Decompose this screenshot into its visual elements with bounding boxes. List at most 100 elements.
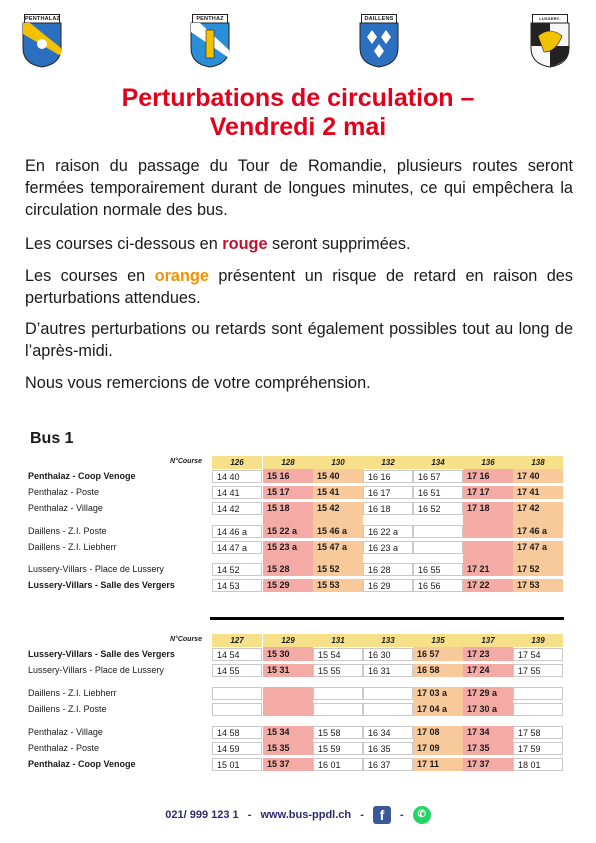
table-separator: [210, 617, 564, 620]
whatsapp-icon[interactable]: ✆: [412, 806, 431, 824]
outbound-time-cell: 14 52: [212, 563, 262, 576]
outbound-time-cell: 15 42: [313, 502, 363, 515]
stop-name: Daillens - Z.I. Liebherr: [28, 542, 117, 552]
column-fill: [263, 469, 313, 470]
return-time-cell: 14 59: [212, 742, 262, 755]
stop-name: Penthalaz - Poste: [28, 743, 100, 753]
return-time-cell: [513, 687, 563, 700]
stop-name: Penthalaz - Village: [28, 727, 103, 737]
column-fill: [263, 700, 313, 703]
course-header-130: 130: [313, 456, 363, 469]
return-time-cell: 15 59: [313, 742, 363, 755]
return-time-cell: 17 55: [513, 664, 563, 677]
footer: 021/ 999 123 1 - www.bus-ppdl.ch - f - ✆: [0, 806, 596, 824]
course-header-134: 134: [413, 456, 463, 469]
return-time-cell: 16 58: [413, 664, 463, 677]
column-fill: [313, 554, 363, 563]
column-fill: [413, 700, 463, 703]
outbound-time-cell: 16 28: [363, 563, 413, 576]
outbound-time-cell: 17 42: [513, 502, 563, 515]
return-time-cell: 18 01: [513, 758, 563, 771]
return-time-cell: 17 35: [463, 742, 513, 755]
return-time-cell: 15 58: [313, 726, 363, 739]
course-header-127: 127: [212, 634, 262, 647]
outbound-time-cell: 15 29: [263, 579, 313, 592]
page-title: Perturbations de circulation – Vendredi …: [0, 84, 596, 142]
outbound-time-cell: 16 18: [363, 502, 413, 515]
return-time-cell: 17 08: [413, 726, 463, 739]
column-fill: [413, 739, 463, 742]
return-time-cell: 17 24: [463, 664, 513, 677]
footer-phone[interactable]: 021/ 999 123 1: [165, 809, 239, 821]
return-time-cell: 17 58: [513, 726, 563, 739]
stop-name: Daillens - Z.I. Liebherr: [28, 688, 117, 698]
paragraph-other-delays: D’autres perturbations ou retards sont é…: [25, 320, 573, 360]
footer-separator: -: [360, 809, 364, 821]
paragraph-thanks: Nous vous remercions de votre compréhens…: [25, 374, 371, 392]
return-time-cell: 16 37: [363, 758, 413, 771]
lussery-crest-icon: [530, 22, 570, 68]
paragraph-intro: En raison du passage du Tour de Romandie…: [25, 157, 573, 219]
footer-separator: -: [247, 809, 252, 821]
outbound-time-cell: 14 41: [212, 486, 262, 499]
column-fill: [263, 739, 313, 742]
outbound-time-cell: 15 41: [313, 486, 363, 499]
facebook-icon[interactable]: f: [372, 806, 391, 824]
text-segment: présentent un risque de retard en raison…: [25, 267, 573, 307]
stop-name: Penthalaz - Village: [28, 503, 103, 513]
column-fill: [463, 739, 513, 742]
stop-name: Lussery-Villars - Salle des Vergers: [28, 580, 175, 590]
return-time-cell: 15 54: [313, 648, 363, 661]
outbound-time-cell: 16 55: [413, 563, 463, 576]
outbound-time-cell: 16 29: [363, 579, 413, 592]
outbound-time-cell: 16 17: [363, 486, 413, 499]
outbound-time-cell: 15 28: [263, 563, 313, 576]
outbound-time-cell: 17 53: [513, 579, 563, 592]
crest-penthaz: PENTHAZ: [188, 14, 232, 70]
column-fill: [463, 515, 513, 525]
return-time-cell: 16 01: [313, 758, 363, 771]
text-segment: Les courses ci-dessous en: [25, 235, 223, 253]
return-time-cell: 17 59: [513, 742, 563, 755]
column-fill: [513, 469, 563, 470]
footer-separator: -: [399, 809, 404, 821]
return-time-cell: [313, 703, 363, 716]
course-header-139: 139: [513, 634, 563, 647]
outbound-time-cell: 17 18: [463, 502, 513, 515]
return-time-cell: 17 54: [513, 648, 563, 661]
column-fill: [413, 647, 463, 648]
return-time-cell: 15 31: [263, 664, 313, 677]
text-segment: Les courses en: [25, 267, 155, 285]
return-time-cell: 17 11: [413, 758, 463, 771]
daillens-crest-icon: [359, 22, 399, 68]
return-time-cell: 15 37: [263, 758, 313, 771]
orange-keyword: orange: [154, 267, 209, 285]
return-time-cell: 15 01: [212, 758, 262, 771]
return-time-cell: 14 54: [212, 648, 262, 661]
stop-name: Penthalaz - Coop Venoge: [28, 471, 136, 481]
outbound-time-cell: 17 40: [513, 470, 563, 483]
outbound-time-cell: 17 47 a: [513, 541, 563, 554]
outbound-time-cell: 16 57: [413, 470, 463, 483]
outbound-time-cell: 14 46 a: [212, 525, 262, 538]
return-time-cell: 17 04 a: [413, 703, 463, 716]
return-time-cell: 17 29 a: [463, 687, 513, 700]
crest-penthalaz: PENTHALAZ: [20, 14, 64, 70]
outbound-time-cell: [463, 525, 513, 538]
text-segment: seront supprimées.: [267, 235, 411, 253]
outbound-time-cell: 15 18: [263, 502, 313, 515]
outbound-time-cell: 15 53: [313, 579, 363, 592]
column-fill: [513, 515, 563, 525]
outbound-time-cell: 16 23 a: [363, 541, 413, 554]
outbound-time-cell: 15 16: [263, 470, 313, 483]
stop-name: Daillens - Z.I. Poste: [28, 704, 107, 714]
title-line-2: Vendredi 2 mai: [209, 113, 387, 141]
outbound-time-cell: 14 53: [212, 579, 262, 592]
return-time-cell: 17 30 a: [463, 703, 513, 716]
footer-website[interactable]: www.bus-ppdl.ch: [260, 809, 352, 821]
course-header-129: 129: [263, 634, 313, 647]
stop-name: Lussery-Villars - Salle des Vergers: [28, 649, 175, 659]
column-fill: [263, 647, 313, 648]
outbound-time-cell: 16 22 a: [363, 525, 413, 538]
return-time-cell: [363, 687, 413, 700]
